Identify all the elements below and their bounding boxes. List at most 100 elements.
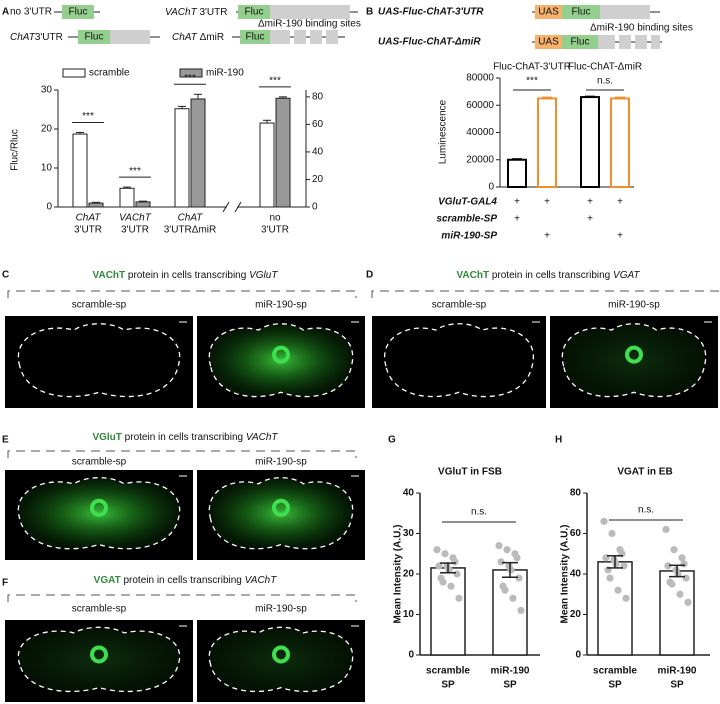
y-tick-label: 10	[41, 163, 53, 174]
x-tick-label: miR-190	[658, 666, 697, 677]
x-tick-label: scramble	[426, 666, 470, 677]
bracket	[7, 290, 357, 298]
significance-label: n.s.	[597, 76, 613, 87]
x-tick-label: no	[269, 213, 281, 224]
data-point	[451, 558, 459, 566]
y2-tick-label: 20	[312, 174, 324, 185]
panel-title: VGAT protein in cells transcribing VAChT	[94, 575, 278, 586]
y-axis-label: Mean Intensity (A.U.)	[560, 525, 571, 624]
data-point	[608, 529, 616, 538]
y-tick-label: 20	[41, 124, 53, 135]
ring-signal	[272, 645, 290, 664]
y-tick-label: 20	[403, 569, 415, 580]
significance-label: ***	[184, 73, 196, 84]
x-tick-label: 3'UTR	[121, 225, 149, 236]
data-point	[509, 594, 517, 602]
brain-outline	[17, 626, 181, 693]
bar	[190, 98, 206, 208]
y2-tick-label: 60	[312, 119, 324, 130]
data-point	[435, 562, 443, 570]
utr-segment	[310, 30, 322, 44]
utr-box	[600, 5, 650, 19]
bar	[88, 202, 104, 208]
x-tick-label: scramble	[593, 666, 637, 677]
data-point	[682, 574, 690, 582]
utr-segment	[651, 35, 660, 49]
bar	[72, 133, 88, 208]
x-tick-label: 3'UTR	[261, 225, 289, 236]
bar	[135, 201, 151, 208]
protein: VGAT	[94, 575, 121, 586]
bar	[597, 561, 633, 656]
panel-letter: D	[366, 270, 373, 281]
data-point	[455, 594, 463, 602]
panel-letter: F	[2, 578, 8, 589]
title-text: protein in cells transcribing	[121, 575, 245, 586]
data-point	[447, 582, 455, 590]
significance-label: n.s.	[471, 507, 487, 518]
y-tick-label: 40	[403, 488, 415, 499]
group-label: Fluc-ChAT-3'UTR	[493, 62, 571, 73]
uas-box	[535, 5, 562, 19]
chart-title: VGluT in FSB	[438, 467, 502, 478]
y-tick-label: 80	[570, 488, 582, 499]
significance-label: ***	[129, 166, 141, 177]
condition-label: scramble-sp	[72, 300, 127, 311]
ring-signal	[272, 498, 290, 517]
panel-title: VGluT protein in cells transcribing VACh…	[92, 432, 278, 443]
fluc-box-label: Fluc	[69, 7, 88, 18]
genotype-mark: +	[617, 231, 623, 242]
bracket	[7, 594, 357, 602]
brain-outline	[208, 477, 354, 550]
utr-segment	[294, 30, 306, 44]
gene: VAChT	[165, 7, 198, 18]
utr-box	[270, 5, 350, 19]
ring-signal	[625, 345, 643, 364]
brain-outline	[383, 323, 535, 398]
y-tick-label: 30	[41, 85, 53, 96]
title-text: protein in cells transcribing	[125, 270, 249, 281]
data-point	[676, 590, 684, 598]
binding-sites-label: ΔmiR-190 binding sites	[258, 19, 361, 30]
title-text: protein in cells transcribing	[489, 270, 613, 281]
data-point	[612, 560, 620, 568]
x-tick-label: 3'UTRΔmiR	[164, 225, 216, 236]
construct-label: UAS-Fluc-ChAT-ΔmiR	[378, 37, 481, 48]
data-point	[503, 546, 511, 554]
fluc-box-label: Fluc	[245, 7, 264, 18]
condition-label: miR-190-sp	[255, 457, 307, 468]
bracket	[7, 450, 357, 458]
protein: VAChT	[93, 270, 126, 281]
panel-title: VAChT protein in cells transcribing VGAT	[456, 270, 640, 281]
genotype-label: VGluT-GAL4	[438, 197, 497, 208]
data-point	[614, 586, 622, 594]
y-tick-label: 0	[46, 202, 52, 213]
genotype-label: scramble-SP	[436, 214, 497, 225]
fluc-box	[62, 5, 94, 19]
legend-label: scramble	[89, 68, 130, 79]
fluc-box-label: Fluc	[85, 32, 104, 43]
bar	[259, 122, 275, 208]
x-tick-label: SP	[441, 680, 455, 691]
y-tick-label: 20000	[466, 154, 494, 165]
green-signal	[209, 627, 353, 692]
panel-letter: E	[2, 435, 9, 446]
bar	[507, 158, 527, 188]
y-tick-label: 60	[570, 528, 582, 539]
condition-label: scramble-sp	[72, 604, 127, 615]
gene: ChAT	[172, 32, 198, 43]
legend-swatch	[179, 68, 203, 78]
genotype-label: miR-190-SP	[441, 231, 497, 242]
genotype-mark: +	[544, 231, 550, 242]
condition-label: miR-190-sp	[255, 604, 307, 615]
data-point	[439, 578, 447, 586]
data-point	[507, 566, 515, 574]
condition-label: miR-190-sp	[608, 300, 660, 311]
y-tick-label: 0	[408, 650, 414, 661]
condition-label: scramble-sp	[432, 300, 487, 311]
axis-break	[222, 201, 230, 213]
suffix: 3'UTR	[35, 32, 63, 43]
data-point	[678, 554, 686, 562]
genotype-mark: +	[617, 197, 623, 208]
fluc-box	[240, 30, 270, 44]
